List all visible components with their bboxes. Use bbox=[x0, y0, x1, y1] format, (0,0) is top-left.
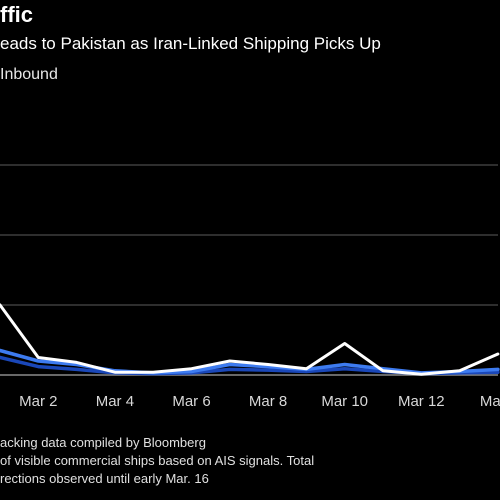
gridlines bbox=[0, 164, 498, 376]
chart-subtitle: eads to Pakistan as Iran-Linked Shipping… bbox=[0, 34, 381, 53]
x-tick-label: Mar 2 bbox=[19, 393, 57, 410]
x-tick-label: Mar bbox=[480, 393, 500, 410]
footnote-line-2: rections observed until early Mar. 16 bbox=[0, 471, 209, 486]
chart-title: ffic bbox=[0, 2, 33, 27]
series-line-0 bbox=[0, 303, 500, 376]
series-lines bbox=[0, 303, 500, 376]
x-tick-label: Mar 12 bbox=[398, 393, 445, 410]
x-tick-label: Mar 8 bbox=[249, 393, 287, 410]
x-tick-label: Mar 4 bbox=[96, 393, 134, 410]
line-chart: Mar 2 Mar 4 Mar 6 Mar 8 Mar 10 Mar 12 Mar bbox=[0, 164, 500, 410]
footnote-line-1: of visible commercial ships based on AIS… bbox=[0, 453, 315, 468]
x-tick-label: Mar 10 bbox=[321, 393, 368, 410]
legend-item-inbound: Inbound bbox=[0, 66, 58, 83]
source-note: acking data compiled by Bloomberg bbox=[0, 435, 206, 450]
x-tick-label: Mar 6 bbox=[172, 393, 210, 410]
x-axis: Mar 2 Mar 4 Mar 6 Mar 8 Mar 10 Mar 12 Mar bbox=[19, 393, 500, 410]
legend: Inbound bbox=[0, 66, 58, 84]
